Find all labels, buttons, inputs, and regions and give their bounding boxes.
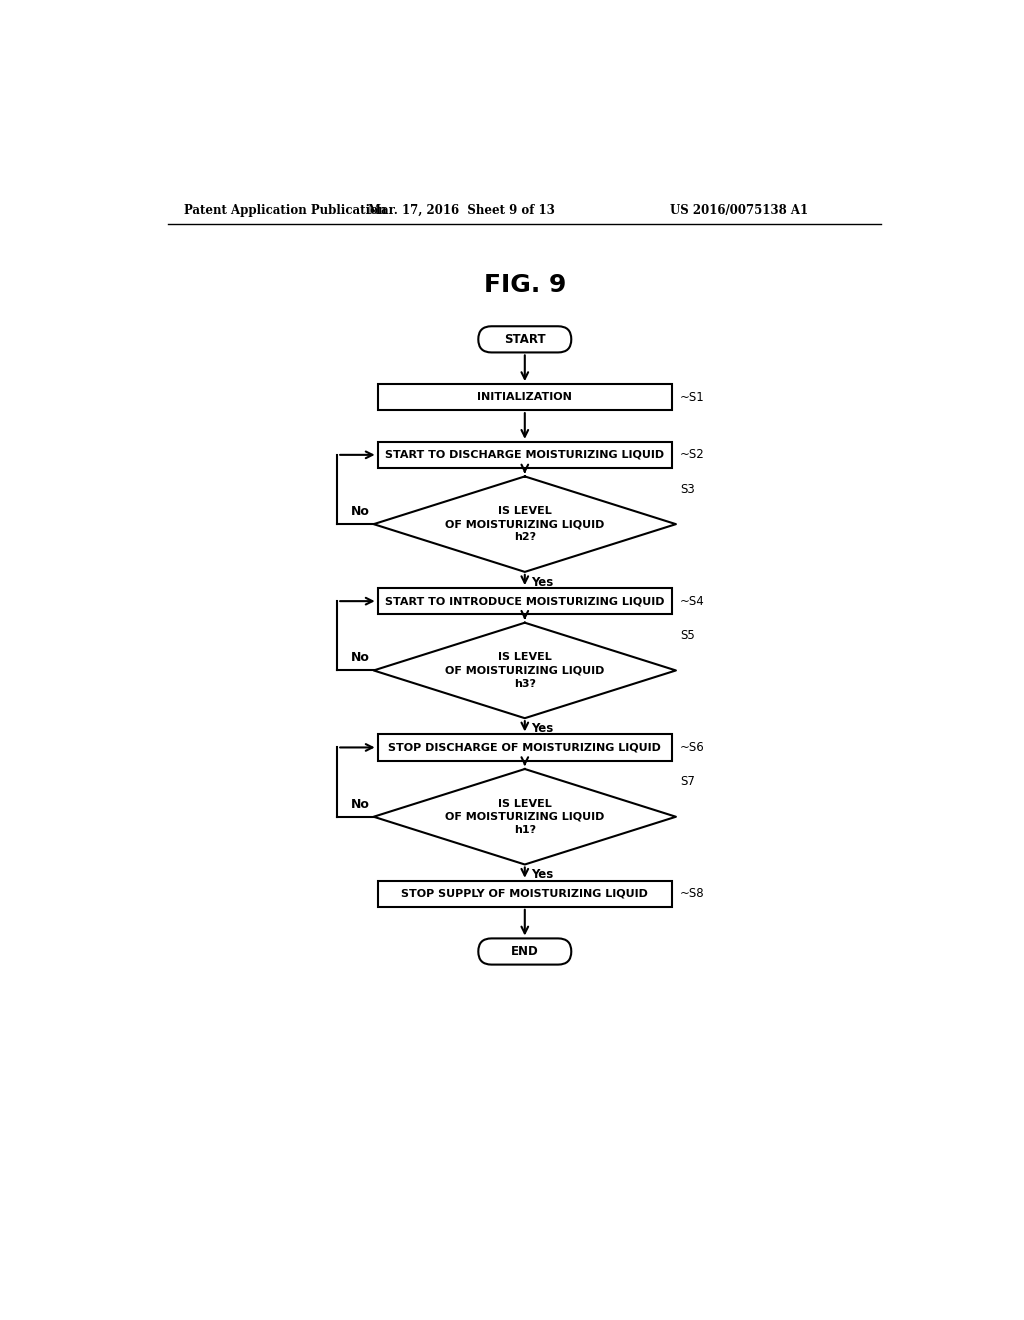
- FancyBboxPatch shape: [478, 939, 571, 965]
- Text: No: No: [351, 797, 370, 810]
- FancyBboxPatch shape: [378, 880, 672, 907]
- Text: START TO DISCHARGE MOISTURIZING LIQUID: START TO DISCHARGE MOISTURIZING LIQUID: [385, 450, 665, 459]
- Text: ~S1: ~S1: [680, 391, 705, 404]
- Text: INITIALIZATION: INITIALIZATION: [477, 392, 572, 403]
- FancyBboxPatch shape: [378, 442, 672, 469]
- Text: S5: S5: [681, 628, 695, 642]
- Text: STOP SUPPLY OF MOISTURIZING LIQUID: STOP SUPPLY OF MOISTURIZING LIQUID: [401, 888, 648, 899]
- Text: ~S6: ~S6: [680, 741, 705, 754]
- Text: STOP DISCHARGE OF MOISTURIZING LIQUID: STOP DISCHARGE OF MOISTURIZING LIQUID: [388, 742, 662, 752]
- FancyBboxPatch shape: [378, 384, 672, 411]
- Text: ~S2: ~S2: [680, 449, 705, 462]
- Text: S7: S7: [681, 775, 695, 788]
- Text: START TO INTRODUCE MOISTURIZING LIQUID: START TO INTRODUCE MOISTURIZING LIQUID: [385, 597, 665, 606]
- Text: Mar. 17, 2016  Sheet 9 of 13: Mar. 17, 2016 Sheet 9 of 13: [368, 205, 555, 218]
- Text: ~S8: ~S8: [680, 887, 705, 900]
- Text: ~S4: ~S4: [680, 594, 705, 607]
- FancyBboxPatch shape: [378, 589, 672, 614]
- Text: US 2016/0075138 A1: US 2016/0075138 A1: [671, 205, 809, 218]
- Text: IS LEVEL
OF MOISTURIZING LIQUID
h1?: IS LEVEL OF MOISTURIZING LIQUID h1?: [445, 799, 604, 836]
- Text: Yes: Yes: [531, 869, 553, 882]
- FancyBboxPatch shape: [478, 326, 571, 352]
- Text: END: END: [511, 945, 539, 958]
- Text: FIG. 9: FIG. 9: [483, 273, 566, 297]
- Text: No: No: [351, 506, 370, 517]
- Text: IS LEVEL
OF MOISTURIZING LIQUID
h2?: IS LEVEL OF MOISTURIZING LIQUID h2?: [445, 506, 604, 543]
- Text: Patent Application Publication: Patent Application Publication: [183, 205, 386, 218]
- FancyBboxPatch shape: [378, 734, 672, 760]
- Text: START: START: [504, 333, 546, 346]
- Text: S3: S3: [681, 483, 695, 495]
- Text: Yes: Yes: [531, 576, 553, 589]
- Text: No: No: [351, 651, 370, 664]
- Text: IS LEVEL
OF MOISTURIZING LIQUID
h3?: IS LEVEL OF MOISTURIZING LIQUID h3?: [445, 652, 604, 689]
- Text: Yes: Yes: [531, 722, 553, 735]
